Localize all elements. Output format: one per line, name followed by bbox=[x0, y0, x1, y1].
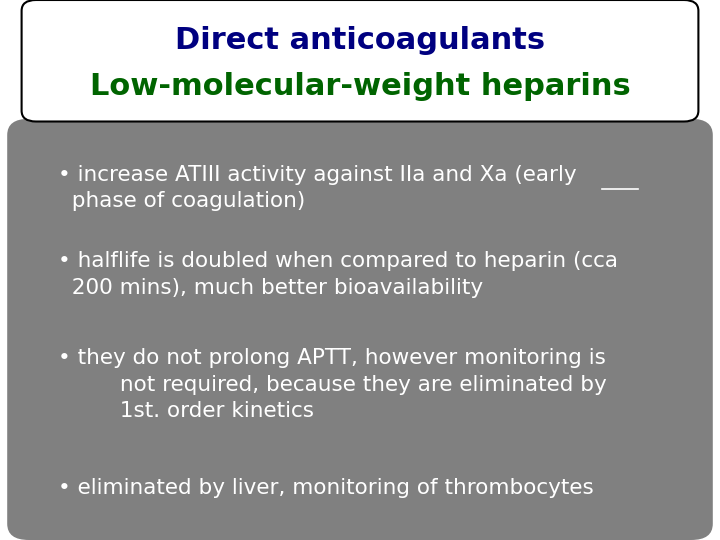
Text: • halflife is doubled when compared to heparin (cca
  200 mins), much better bio: • halflife is doubled when compared to h… bbox=[58, 251, 618, 298]
Text: Xa: Xa bbox=[0, 539, 1, 540]
Text: • eliminated by liver, monitoring of thrombocytes: • eliminated by liver, monitoring of thr… bbox=[58, 478, 593, 498]
FancyBboxPatch shape bbox=[7, 119, 713, 540]
Text: • increase ATIII activity against IIa and Xa (early
  phase of coagulation): • increase ATIII activity against IIa an… bbox=[58, 165, 576, 211]
Text: Low-molecular-weight heparins: Low-molecular-weight heparins bbox=[89, 72, 631, 101]
Text: Direct anticoagulants: Direct anticoagulants bbox=[175, 26, 545, 55]
Text: • increase ATIII activity against IIa and: • increase ATIII activity against IIa an… bbox=[0, 539, 1, 540]
Text: • they do not prolong APTT, however monitoring is
         not required, because: • they do not prolong APTT, however moni… bbox=[58, 348, 606, 421]
FancyBboxPatch shape bbox=[22, 0, 698, 122]
